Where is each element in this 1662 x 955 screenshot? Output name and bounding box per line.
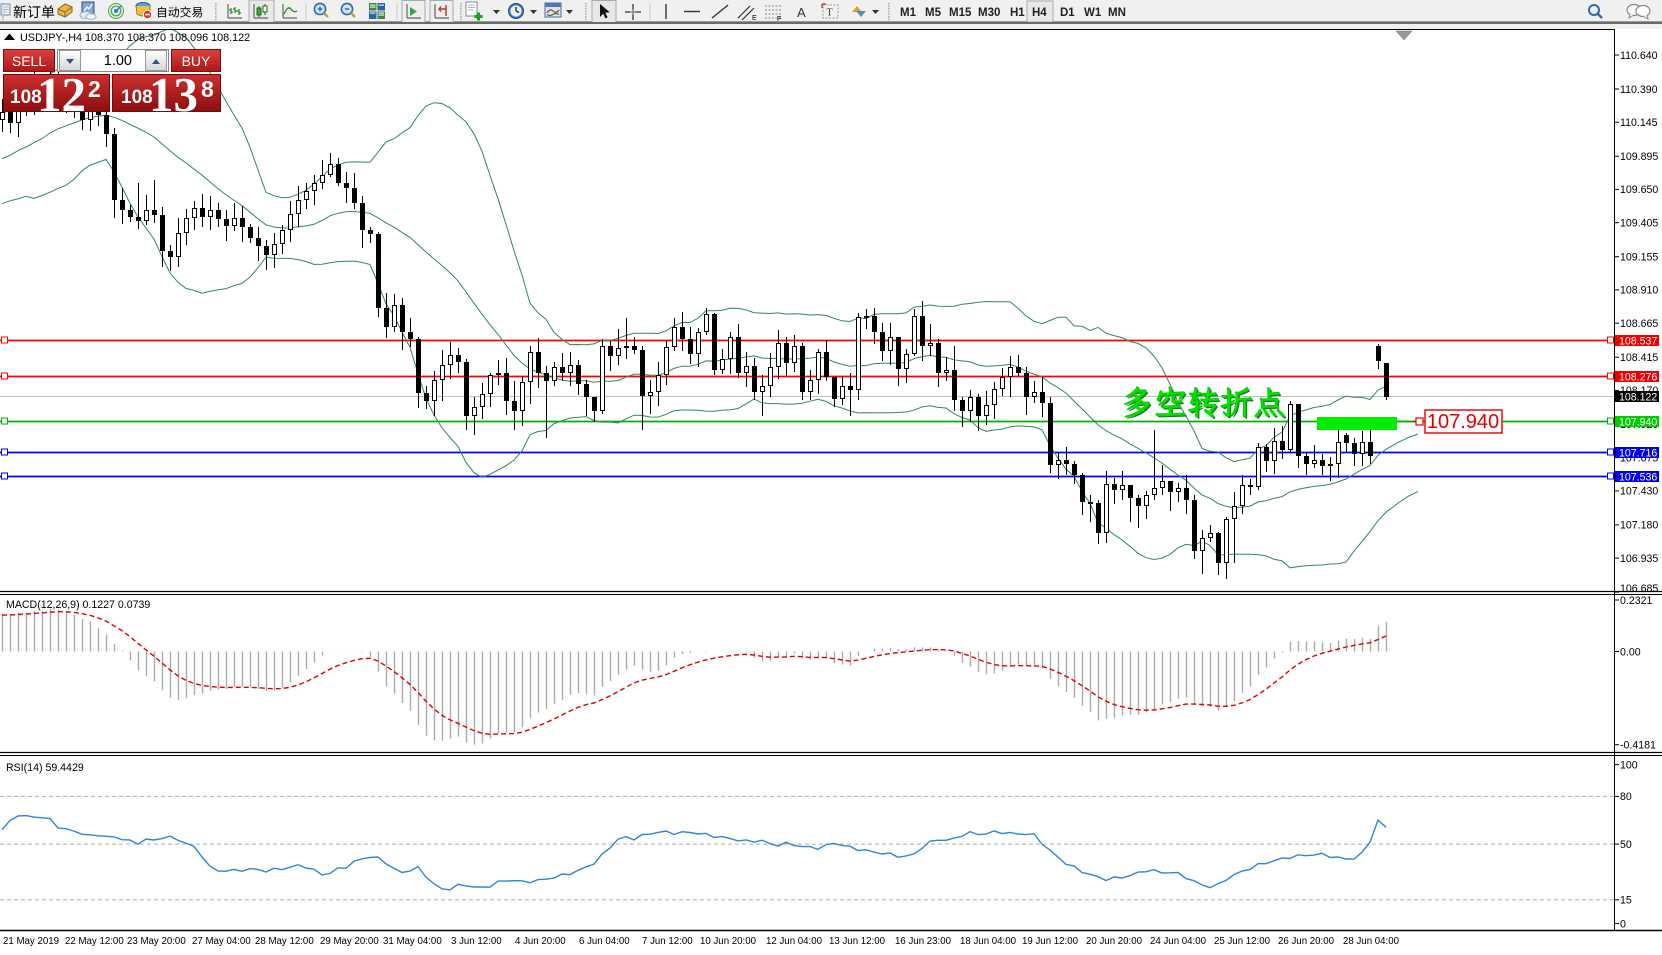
svg-text:20 Jun 20:00: 20 Jun 20:00 xyxy=(1086,936,1143,947)
svg-text:15: 15 xyxy=(1620,895,1632,907)
svg-text:3 Jun 12:00: 3 Jun 12:00 xyxy=(451,936,502,947)
svg-text:50: 50 xyxy=(1620,839,1632,851)
svg-text:M1: M1 xyxy=(900,7,917,19)
svg-text:107.430: 107.430 xyxy=(1620,486,1658,498)
svg-text:M30: M30 xyxy=(978,7,1000,19)
svg-text:108.665: 108.665 xyxy=(1620,318,1658,330)
svg-text:MN: MN xyxy=(1108,7,1126,19)
svg-text:RSI(14) 59.4429: RSI(14) 59.4429 xyxy=(6,762,84,774)
svg-text:108.910: 108.910 xyxy=(1620,285,1658,297)
svg-text:107.940: 107.940 xyxy=(1619,416,1657,428)
svg-text:108.122: 108.122 xyxy=(1619,391,1657,403)
svg-text:106.935: 106.935 xyxy=(1620,553,1658,565)
svg-text:24 Jun 04:00: 24 Jun 04:00 xyxy=(1150,936,1207,947)
svg-text:21 May 2019: 21 May 2019 xyxy=(3,936,59,947)
svg-text:13 Jun 12:00: 13 Jun 12:00 xyxy=(829,936,886,947)
svg-text:29 May 20:00: 29 May 20:00 xyxy=(320,936,379,947)
svg-text:106.685: 106.685 xyxy=(1620,583,1658,595)
svg-text:31 May 04:00: 31 May 04:00 xyxy=(383,936,442,947)
svg-text:4 Jun 20:00: 4 Jun 20:00 xyxy=(515,936,566,947)
svg-text:107.716: 107.716 xyxy=(1619,447,1657,459)
svg-text:23 May 20:00: 23 May 20:00 xyxy=(127,936,186,947)
svg-text:109.650: 109.650 xyxy=(1620,184,1658,196)
svg-text:F: F xyxy=(777,16,781,22)
svg-text:7 Jun 12:00: 7 Jun 12:00 xyxy=(642,936,693,947)
svg-text:H1: H1 xyxy=(1010,7,1025,19)
svg-text:108.537: 108.537 xyxy=(1619,335,1657,347)
svg-text:16 Jun 23:00: 16 Jun 23:00 xyxy=(895,936,952,947)
svg-text:M15: M15 xyxy=(949,7,972,19)
svg-text:H4: H4 xyxy=(1032,7,1047,19)
svg-text:E: E xyxy=(752,15,757,22)
svg-text:110.640: 110.640 xyxy=(1620,50,1658,62)
svg-text:18 Jun 04:00: 18 Jun 04:00 xyxy=(960,936,1017,947)
svg-text:28 May 12:00: 28 May 12:00 xyxy=(255,936,314,947)
svg-text:22 May 12:00: 22 May 12:00 xyxy=(65,936,124,947)
svg-text:108.276: 108.276 xyxy=(1619,371,1657,383)
svg-text:MACD(12,26,9) 0.1227 0.0739: MACD(12,26,9) 0.1227 0.0739 xyxy=(6,599,150,611)
svg-text:110.145: 110.145 xyxy=(1620,117,1658,129)
svg-text:107.180: 107.180 xyxy=(1620,520,1658,532)
svg-text:12 Jun 04:00: 12 Jun 04:00 xyxy=(766,936,823,947)
svg-text:D1: D1 xyxy=(1060,7,1075,19)
svg-text:6 Jun 04:00: 6 Jun 04:00 xyxy=(579,936,630,947)
svg-text:100: 100 xyxy=(1620,759,1638,771)
svg-text:109.405: 109.405 xyxy=(1620,218,1658,230)
svg-text:26 Jun 20:00: 26 Jun 20:00 xyxy=(1278,936,1335,947)
svg-text:19 Jun 12:00: 19 Jun 12:00 xyxy=(1022,936,1079,947)
svg-text:107.940: 107.940 xyxy=(1427,411,1499,433)
svg-text:0.00: 0.00 xyxy=(1620,646,1641,658)
svg-text:27 May 04:00: 27 May 04:00 xyxy=(192,936,251,947)
svg-text:10 Jun 20:00: 10 Jun 20:00 xyxy=(700,936,757,947)
svg-text:0: 0 xyxy=(1620,918,1626,930)
svg-text:0.2321: 0.2321 xyxy=(1620,595,1653,607)
svg-text:A: A xyxy=(797,5,806,20)
svg-text:-0.4181: -0.4181 xyxy=(1620,740,1656,752)
svg-text:T: T xyxy=(827,8,833,19)
svg-text:25 Jun 12:00: 25 Jun 12:00 xyxy=(1214,936,1271,947)
svg-text:28 Jun 04:00: 28 Jun 04:00 xyxy=(1343,936,1400,947)
svg-text:110.390: 110.390 xyxy=(1620,84,1658,96)
svg-text:M5: M5 xyxy=(925,7,942,19)
svg-text:80: 80 xyxy=(1620,791,1632,803)
svg-text:107.536: 107.536 xyxy=(1619,471,1657,483)
svg-text:109.895: 109.895 xyxy=(1620,151,1658,163)
svg-text:108.415: 108.415 xyxy=(1620,352,1658,364)
svg-text:W1: W1 xyxy=(1084,7,1102,19)
svg-text:USDJPY-,H4 108.370 108.370 10: USDJPY-,H4 108.370 108.370 108.096 108.1… xyxy=(20,32,250,44)
svg-text:109.155: 109.155 xyxy=(1620,252,1658,264)
